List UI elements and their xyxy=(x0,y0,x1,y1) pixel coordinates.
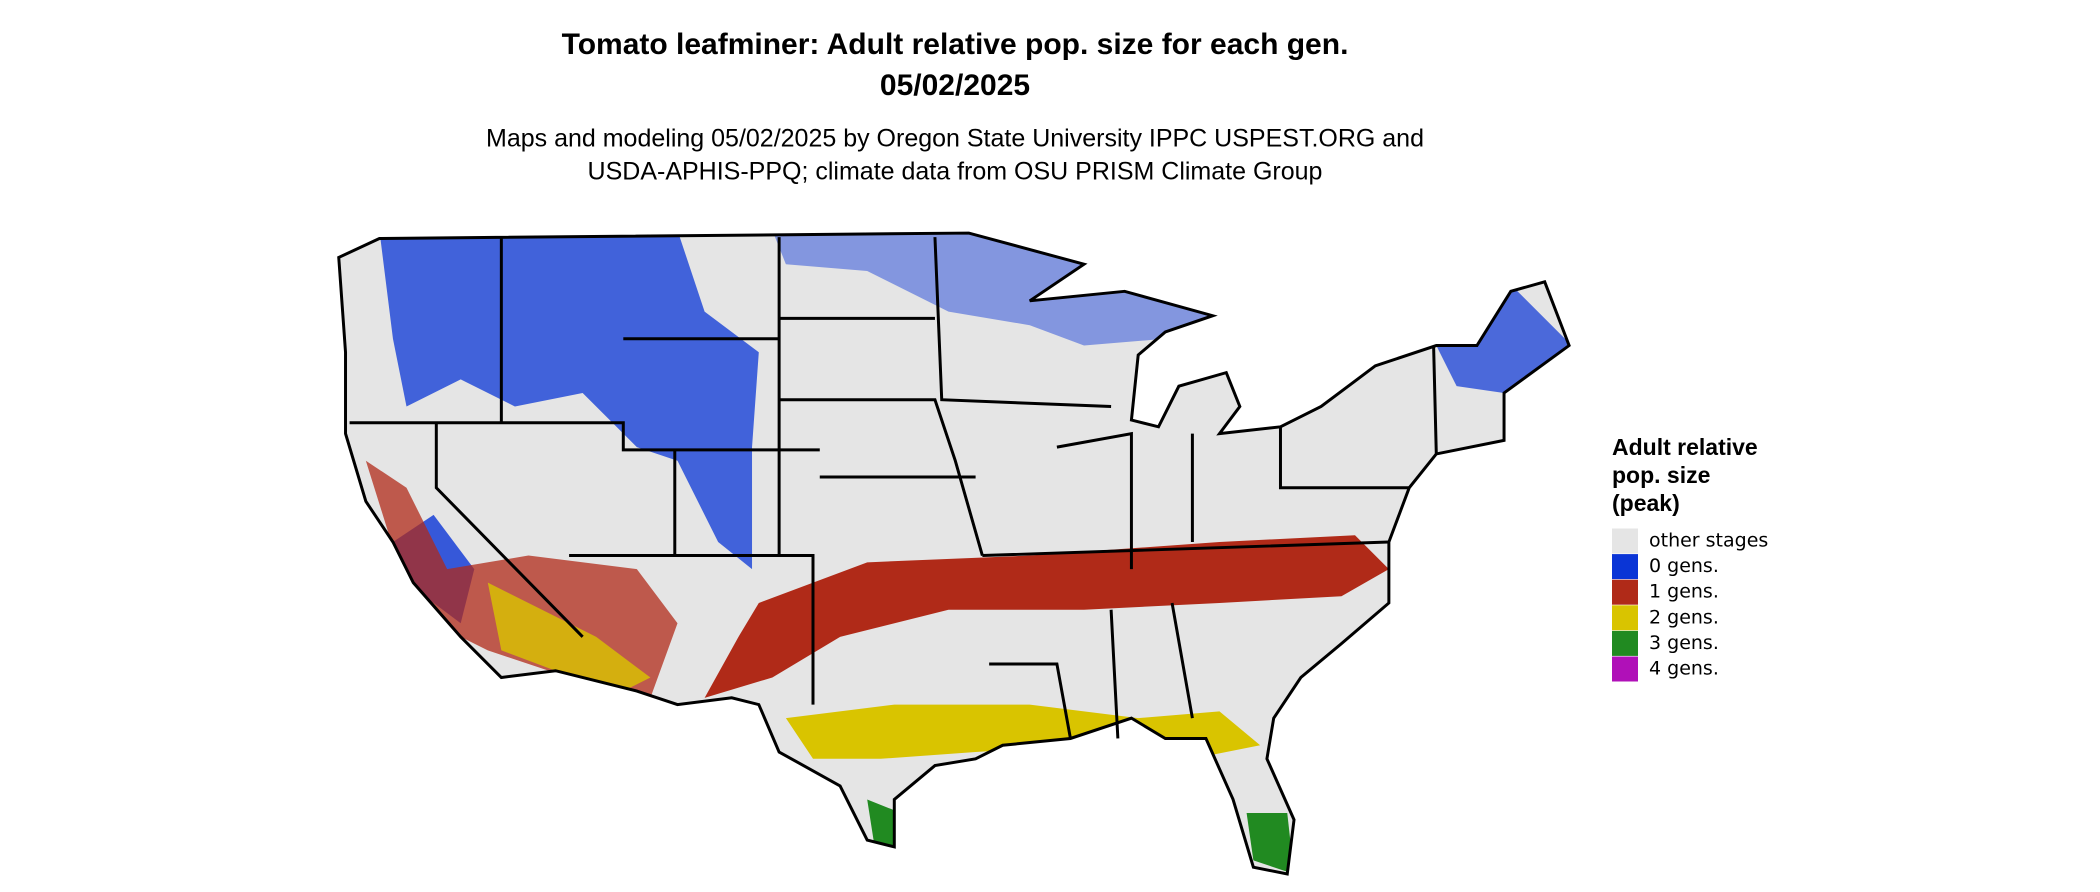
legend-swatch xyxy=(1612,554,1638,580)
map-region xyxy=(1246,813,1295,874)
legend-label: other stages xyxy=(1649,530,1768,552)
title: Tomato leafminer: Adult relative pop. si… xyxy=(562,28,1349,61)
legend-label: 4 gens. xyxy=(1649,658,1719,680)
map-region xyxy=(365,460,678,698)
legend-label: 2 gens. xyxy=(1649,606,1719,628)
legend-swatch xyxy=(1612,656,1638,682)
title: 05/02/2025 xyxy=(880,69,1030,102)
legend-title: (peak) xyxy=(1612,490,1680,516)
legend-title: Adult relative xyxy=(1612,434,1758,460)
legend-label: 0 gens. xyxy=(1649,555,1719,577)
legend-swatch xyxy=(1612,579,1638,605)
legend-swatch xyxy=(1612,528,1638,554)
map-region xyxy=(772,233,1213,346)
map-region xyxy=(704,535,1389,698)
legend-swatch xyxy=(1612,605,1638,631)
legend-label: 1 gens. xyxy=(1649,581,1719,603)
legend-label: 3 gens. xyxy=(1649,632,1719,654)
legend-swatch xyxy=(1612,630,1638,656)
legend-title: pop. size xyxy=(1612,462,1710,488)
subtitle: USDA-APHIS-PPQ; climate data from OSU PR… xyxy=(588,158,1323,186)
subtitle: Maps and modeling 05/02/2025 by Oregon S… xyxy=(486,125,1424,153)
map-region xyxy=(379,233,759,570)
map-region xyxy=(487,582,651,692)
legend: Adult relative pop. size (peak) other st… xyxy=(1612,434,1768,682)
state-borders xyxy=(337,231,1571,876)
map xyxy=(337,231,1571,876)
